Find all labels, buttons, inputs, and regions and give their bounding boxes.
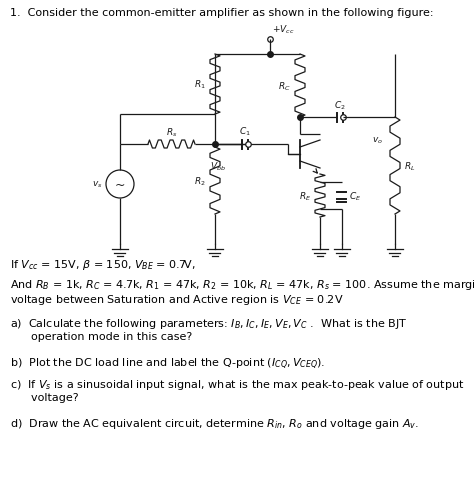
Text: voltage?: voltage? xyxy=(10,392,79,402)
Text: d)  Draw the AC equivalent circuit, determine $R_{in}$, $R_o$ and voltage gain $: d) Draw the AC equivalent circuit, deter… xyxy=(10,417,419,431)
Text: $V_{bb}$: $V_{bb}$ xyxy=(210,161,226,173)
Text: voltage between Saturation and Active region is $V_{CE}$ = 0.2V: voltage between Saturation and Active re… xyxy=(10,292,344,306)
Text: 1.  Consider the common-emitter amplifier as shown in the following figure:: 1. Consider the common-emitter amplifier… xyxy=(10,8,434,18)
Text: If $V_{cc}$ = 15V, $\beta$ = 150, $V_{BE}$ = 0.7V,: If $V_{cc}$ = 15V, $\beta$ = 150, $V_{BE… xyxy=(10,257,196,272)
Text: $C_2$: $C_2$ xyxy=(334,99,346,111)
Text: And $R_B$ = 1k, $R_C$ = 4.7k, $R_1$ = 47k, $R_2$ = 10k, $R_L$ = 47k, $R_s$ = 100: And $R_B$ = 1k, $R_C$ = 4.7k, $R_1$ = 47… xyxy=(10,278,474,292)
Text: $R_1$: $R_1$ xyxy=(194,78,206,91)
Text: a)  Calculate the following parameters: $I_B, I_C, I_E, V_E, V_C$ .  What is the: a) Calculate the following parameters: $… xyxy=(10,317,407,331)
Text: $v_o$: $v_o$ xyxy=(372,136,383,146)
Text: operation mode in this case?: operation mode in this case? xyxy=(10,331,192,341)
Text: $R_E$: $R_E$ xyxy=(299,190,311,202)
Text: $C_E$: $C_E$ xyxy=(349,190,362,202)
Text: $+V_{cc}$: $+V_{cc}$ xyxy=(272,23,294,36)
Text: $R_L$: $R_L$ xyxy=(404,160,415,172)
Text: $R_s$: $R_s$ xyxy=(166,126,177,139)
Text: $C_1$: $C_1$ xyxy=(239,126,251,138)
Text: c)  If $V_s$ is a sinusoidal input signal, what is the max peak-to-peak value of: c) If $V_s$ is a sinusoidal input signal… xyxy=(10,378,465,392)
Text: $R_C$: $R_C$ xyxy=(278,80,291,92)
Text: b)  Plot the DC load line and label the Q-point ($I_{CQ}, V_{CEQ}$).: b) Plot the DC load line and label the Q… xyxy=(10,356,325,371)
Text: $R_2$: $R_2$ xyxy=(194,175,206,187)
Text: ~: ~ xyxy=(115,178,125,191)
Text: $v_s$: $v_s$ xyxy=(92,180,103,190)
